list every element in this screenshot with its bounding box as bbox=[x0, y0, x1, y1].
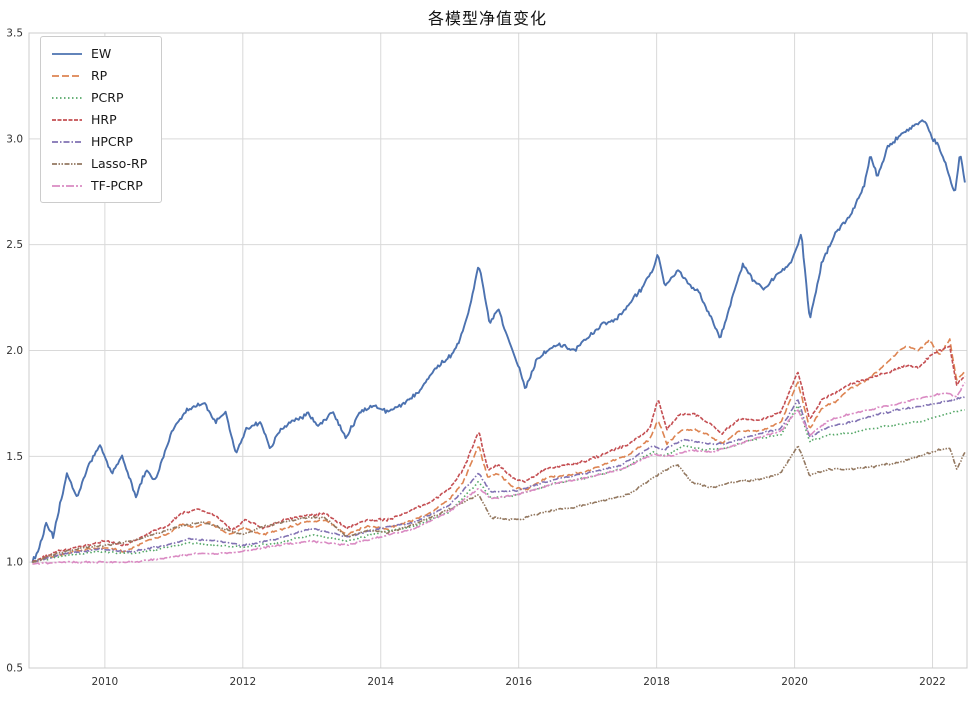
series-line-EW bbox=[31, 119, 966, 563]
legend-line-sample bbox=[52, 184, 82, 187]
series-line-TF-PCRP bbox=[32, 382, 966, 565]
legend-line-sample bbox=[52, 162, 82, 165]
x-axis-tick-label: 2016 bbox=[505, 676, 532, 688]
legend-line-sample bbox=[52, 96, 82, 99]
y-axis-tick-label: 1.5 bbox=[6, 451, 23, 463]
y-axis-tick-label: 1.0 bbox=[6, 557, 23, 569]
x-axis-tick-label: 2020 bbox=[781, 676, 808, 688]
y-axis-tick-label: 0.5 bbox=[6, 663, 23, 675]
series-line-Lasso-RP bbox=[31, 444, 966, 564]
chart-title: 各模型净值变化 bbox=[427, 9, 547, 28]
legend-line-sample bbox=[52, 52, 82, 55]
legend-item-PCRP: PCRP bbox=[51, 90, 147, 105]
legend-label: HRP bbox=[91, 112, 117, 127]
legend-line-sample bbox=[52, 74, 82, 77]
legend-item-EW: EW bbox=[51, 46, 147, 61]
x-axis-tick-label: 2014 bbox=[367, 676, 394, 688]
series-line-HRP bbox=[32, 345, 966, 563]
series-line-RP bbox=[31, 338, 966, 564]
plot-frame bbox=[28, 32, 968, 669]
x-axis-tick-label: 2010 bbox=[92, 676, 119, 688]
legend-item-RP: RP bbox=[51, 68, 147, 83]
legend-item-HRP: HRP bbox=[51, 112, 147, 127]
legend-label: HPCRP bbox=[91, 134, 133, 149]
legend-label: RP bbox=[91, 68, 108, 83]
series-line-HPCRP bbox=[32, 396, 966, 563]
legend: EW RP PCRP HRP HPCRP Lasso-RP TF-PCRP bbox=[40, 36, 163, 203]
x-axis-tick-label: 2018 bbox=[643, 676, 670, 688]
legend-label: PCRP bbox=[91, 90, 124, 105]
x-axis-tick-label: 2012 bbox=[229, 676, 256, 688]
y-axis-tick-label: 2.0 bbox=[6, 345, 23, 357]
legend-label: TF-PCRP bbox=[91, 178, 143, 193]
legend-item-HPCRP: HPCRP bbox=[51, 134, 147, 149]
legend-item-Lasso-RP: Lasso-RP bbox=[51, 156, 147, 171]
legend-item-TF-PCRP: TF-PCRP bbox=[51, 178, 147, 193]
legend-label: Lasso-RP bbox=[91, 156, 148, 171]
legend-line-sample bbox=[52, 118, 82, 121]
x-axis-tick-label: 2022 bbox=[919, 676, 946, 688]
y-axis-tick-label: 3.0 bbox=[6, 133, 23, 145]
y-axis-tick-label: 3.5 bbox=[6, 28, 23, 40]
legend-label: EW bbox=[91, 46, 112, 61]
y-axis-tick-label: 2.5 bbox=[6, 239, 23, 251]
legend-line-sample bbox=[52, 140, 82, 143]
